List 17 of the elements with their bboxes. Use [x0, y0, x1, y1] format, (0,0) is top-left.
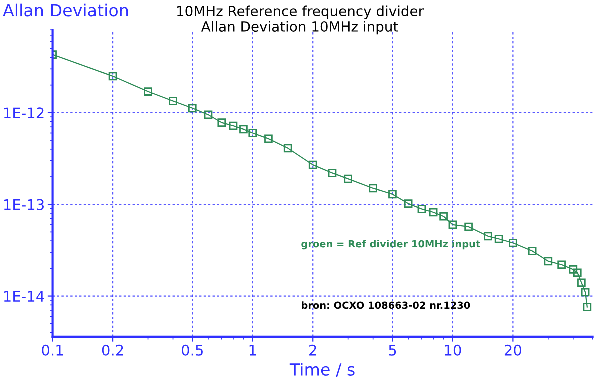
x-tick-label: 1: [250, 345, 256, 356]
y-tick-label: 1E-13: [4, 199, 44, 210]
x-tick-label: 0.5: [182, 344, 203, 356]
chart-subtitle: Allan Deviation 10MHz input: [201, 21, 398, 35]
x-tick-label: 0.2: [102, 344, 124, 356]
y-tick-label: 1E-14: [4, 291, 44, 302]
x-tick-label: 10: [445, 344, 462, 356]
x-axis-title: Time / s: [290, 363, 355, 378]
y-axis-title: Allan Deviation: [3, 4, 128, 17]
chart-title: 10MHz Reference frequency divider: [178, 6, 424, 20]
y-tick-label: 1E-12: [4, 108, 44, 118]
x-tick-label: 2: [310, 344, 316, 356]
x-tick-label: 20: [504, 344, 522, 356]
x-tick-label: 0.1: [42, 344, 64, 356]
annotation: bron: OCXO 108663-02 nr.1230: [302, 302, 470, 310]
annotation: groen = Ref divider 10MHz input: [302, 240, 480, 250]
x-tick-label: 5: [389, 345, 396, 356]
